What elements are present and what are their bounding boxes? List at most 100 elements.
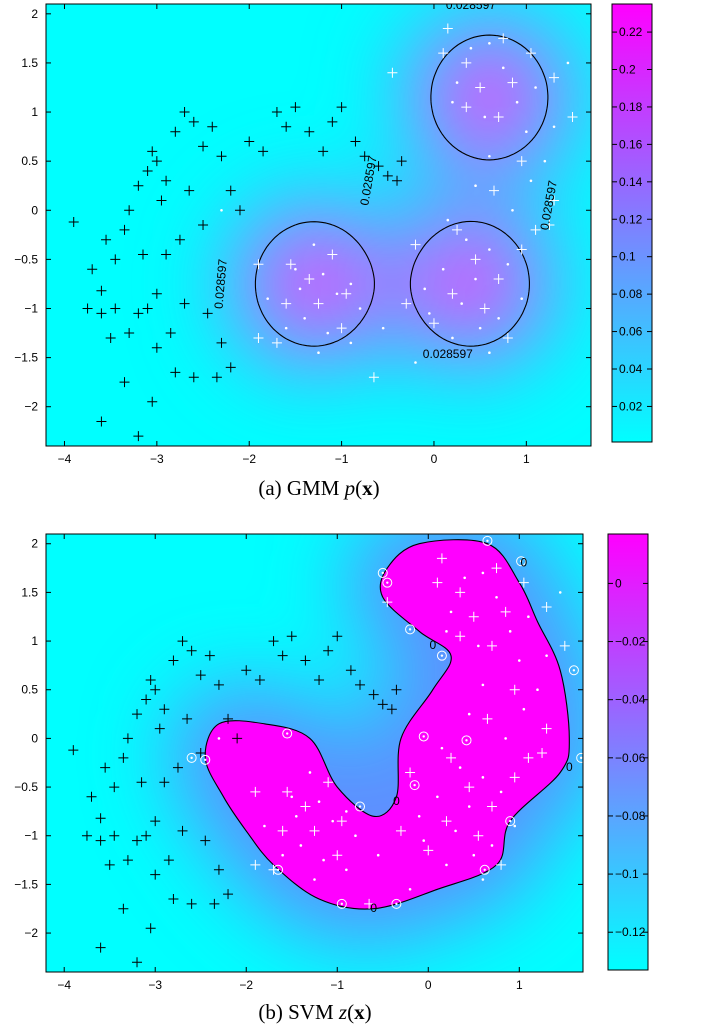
gmm-sample-dot — [294, 268, 297, 271]
gmm-contour-label: 0.028597 — [446, 0, 496, 12]
gmm-sample-dot — [350, 283, 353, 286]
svm-sample-dot — [318, 800, 321, 803]
svm-support-vector-center — [395, 903, 397, 905]
gmm-ytick-label: −1 — [24, 301, 38, 315]
gmm-sample-dot — [516, 101, 519, 104]
svm-sample-dot — [482, 572, 485, 575]
svm-ytick-label: 0.5 — [21, 683, 38, 697]
svm-sample-dot — [418, 815, 421, 818]
svm-support-vector-center — [386, 581, 388, 583]
svm-sample-dot — [463, 577, 466, 580]
gmm-sample-dot — [534, 86, 537, 89]
svm-contour-label: 0 — [393, 794, 400, 808]
svm-colorbar-label: −0.02 — [615, 635, 646, 649]
svm-colorbar-label: −0.08 — [615, 809, 646, 823]
svm-sample-dot — [504, 737, 507, 740]
svm-sample-dot — [454, 830, 457, 833]
gmm-sample-dot — [553, 125, 556, 128]
svm-support-vector-center — [441, 654, 443, 656]
svm-sample-dot — [345, 810, 348, 813]
svm-sample-dot — [313, 878, 316, 881]
gmm-sample-dot — [299, 288, 302, 291]
svm-sample-dot — [468, 805, 471, 808]
svm-colorbar-label: −0.1 — [615, 867, 639, 881]
gmm-sample-dot — [460, 302, 463, 305]
svm-sample-dot — [500, 791, 503, 794]
gmm-sample-dot — [303, 317, 306, 320]
svm-support-vector-center — [484, 869, 486, 871]
gmm-sample-dot — [423, 288, 426, 291]
svm-colorbar-label: 0 — [615, 576, 622, 590]
gmm-colorbar-label: 0.08 — [619, 287, 643, 301]
svm-sample-dot — [422, 839, 425, 842]
gmm-colorbar-label: 0.22 — [619, 25, 643, 39]
svm-ytick-label: 0 — [31, 731, 38, 745]
svm-ytick-label: 1 — [31, 634, 38, 648]
svm-sample-dot — [518, 659, 521, 662]
gmm-colorbar-label: 0.04 — [619, 362, 643, 376]
svm-support-vector-center — [423, 735, 425, 737]
svm-sample-dot — [281, 854, 284, 857]
svm-sample-dot — [536, 688, 539, 691]
caption-a: (a) GMM p(x) — [59, 476, 579, 501]
gmm-sample-dot — [567, 62, 570, 65]
svm-sample-dot — [331, 820, 334, 823]
svm-xtick-label: −1 — [330, 978, 344, 992]
gmm-xtick-label: −2 — [242, 452, 256, 466]
svm-sample-dot — [491, 844, 494, 847]
svm-ytick-label: 1.5 — [21, 585, 38, 599]
caption-b-function: z — [339, 1000, 347, 1024]
svm-sample-dot — [482, 776, 485, 779]
svm-sample-dot — [322, 859, 325, 862]
gmm-sample-dot — [442, 268, 445, 271]
gmm-sample-dot — [502, 67, 505, 70]
svm-support-vector-center — [204, 759, 206, 761]
gmm-sample-dot — [456, 81, 459, 84]
svm-colorbar-label: −0.04 — [615, 693, 646, 707]
svm-ytick-label: −0.5 — [14, 780, 38, 794]
gmm-sample-dot — [359, 307, 362, 310]
gmm-ytick-label: 1 — [31, 105, 38, 119]
svm-contour-label: 0 — [429, 638, 436, 652]
svm-sample-dot — [509, 630, 512, 633]
svm-support-vector-center — [509, 820, 511, 822]
svm-support-vector-center — [465, 739, 467, 741]
gmm-sample-dot — [382, 327, 385, 330]
gmm-sample-dot — [428, 312, 431, 315]
svm-sample-dot — [450, 611, 453, 614]
gmm-sample-dot — [497, 317, 500, 320]
svm-sample-dot — [436, 796, 439, 799]
gmm-component-core — [439, 47, 539, 147]
gmm-xtick-label: 0 — [431, 452, 438, 466]
svm-contour-label: 0 — [520, 555, 527, 569]
svm-sample-dot — [445, 630, 448, 633]
svm-sample-dot — [527, 615, 530, 618]
svm-support-vector-center — [190, 757, 192, 759]
gmm-xtick-label: 1 — [523, 452, 530, 466]
svm-support-vector-center — [341, 903, 343, 905]
gmm-sample-dot — [544, 160, 547, 163]
gmm-sample-dot — [266, 297, 269, 300]
svm-sample-dot — [218, 737, 221, 740]
caption-b-argument: x — [354, 1000, 365, 1024]
svm-xtick-label: −2 — [239, 978, 253, 992]
svm-sample-dot — [482, 684, 485, 687]
svm-sample-dot — [295, 815, 298, 818]
svm-sample-dot — [354, 834, 357, 837]
svm-sample-dot — [290, 796, 293, 799]
gmm-colorbar-label: 0.12 — [619, 212, 643, 226]
gmm-sample-dot — [488, 351, 491, 354]
svm-score-panel: 00000 −4 −3 −2 −1 0 1−2−1.5−1−0.500.511.52 −0… — [14, 534, 648, 992]
gmm-contour-label: 0.028597 — [423, 347, 473, 361]
svm-sample-dot — [345, 869, 348, 872]
gmm-colorbar-label: 0.14 — [619, 175, 643, 189]
svm-support-vector-center — [486, 540, 488, 542]
gmm-xtick-label: −3 — [150, 452, 164, 466]
gmm-ytick-label: −0.5 — [14, 252, 38, 266]
svm-xtick-label: 1 — [516, 978, 523, 992]
svm-sample-dot — [495, 596, 498, 599]
gmm-colorbar-label: 0.18 — [619, 100, 643, 114]
svm-ytick-label: −1 — [24, 829, 38, 843]
svm-support-vector-center — [573, 669, 575, 671]
